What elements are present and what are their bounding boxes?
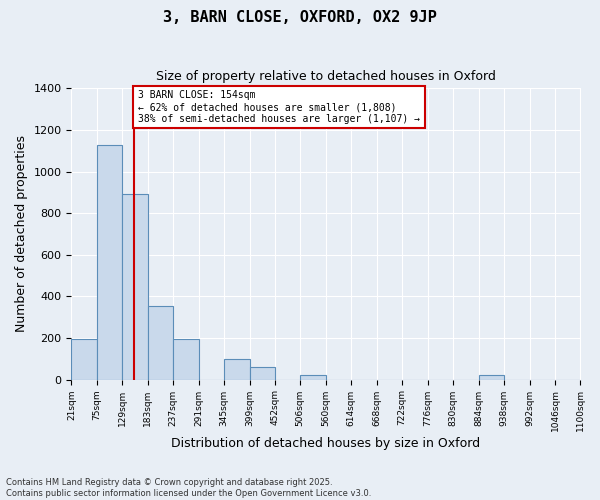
Bar xyxy=(148,306,173,380)
Title: Size of property relative to detached houses in Oxford: Size of property relative to detached ho… xyxy=(156,70,496,83)
X-axis label: Distribution of detached houses by size in Oxford: Distribution of detached houses by size … xyxy=(172,437,481,450)
Y-axis label: Number of detached properties: Number of detached properties xyxy=(15,136,28,332)
Bar xyxy=(224,359,250,380)
Bar xyxy=(71,340,97,380)
Bar xyxy=(250,367,275,380)
Bar xyxy=(97,145,122,380)
Bar xyxy=(300,375,326,380)
Bar xyxy=(122,194,148,380)
Text: Contains HM Land Registry data © Crown copyright and database right 2025.
Contai: Contains HM Land Registry data © Crown c… xyxy=(6,478,371,498)
Bar xyxy=(479,375,504,380)
Bar xyxy=(173,339,199,380)
Text: 3, BARN CLOSE, OXFORD, OX2 9JP: 3, BARN CLOSE, OXFORD, OX2 9JP xyxy=(163,10,437,25)
Text: 3 BARN CLOSE: 154sqm
← 62% of detached houses are smaller (1,808)
38% of semi-de: 3 BARN CLOSE: 154sqm ← 62% of detached h… xyxy=(138,90,420,124)
